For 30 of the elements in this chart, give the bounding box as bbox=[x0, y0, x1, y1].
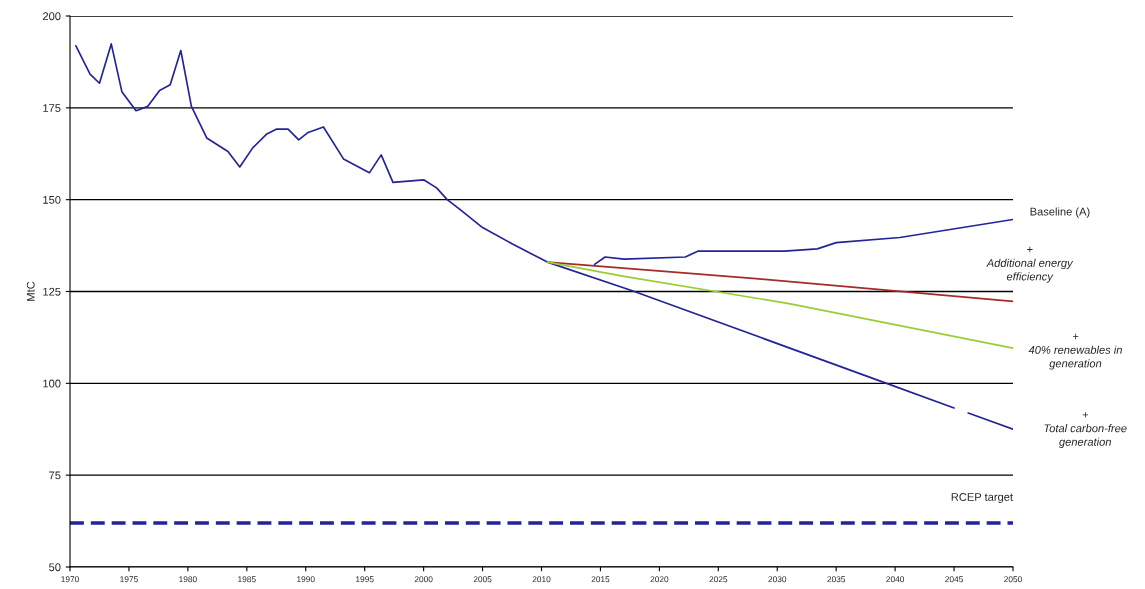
x-tick-label: 2030 bbox=[768, 576, 787, 583]
x-tick-label: 2010 bbox=[532, 576, 551, 583]
text: + Total carbon-free generation bbox=[1044, 412, 1127, 449]
y-tick-label: 200 bbox=[42, 12, 61, 21]
y-tick-label: 175 bbox=[43, 104, 61, 112]
x-tick-label: 2025 bbox=[709, 576, 728, 583]
y-tick-label: 150 bbox=[43, 195, 61, 204]
x-tick-label: 2045 bbox=[945, 576, 963, 583]
x-tick-label: 1995 bbox=[356, 576, 374, 583]
x-tick-label: 1990 bbox=[297, 576, 315, 583]
x-tick-label: 2020 bbox=[650, 576, 669, 583]
y-tick-label: 125 bbox=[43, 287, 61, 296]
series-label: + Additional energy efficiency bbox=[986, 246, 1074, 283]
x-tick-label: 2050 bbox=[1004, 576, 1022, 583]
series-label: Baseline (A) bbox=[1030, 207, 1090, 218]
ref-line-label: RCEP target bbox=[951, 493, 1013, 504]
x-tick-label: 2035 bbox=[827, 576, 846, 583]
y-tick-label: 75 bbox=[49, 471, 61, 480]
x-tick-label: 1970 bbox=[61, 576, 79, 583]
x-tick-label: 1975 bbox=[120, 576, 138, 583]
y-tick-label: 50 bbox=[49, 563, 61, 572]
x-tick-label: 2015 bbox=[591, 576, 610, 583]
x-tick-label: 1980 bbox=[179, 576, 197, 583]
x-tick-label: 1985 bbox=[238, 576, 256, 583]
x-tick-label: 2000 bbox=[414, 576, 433, 583]
y-tick-label: 100 bbox=[43, 379, 61, 388]
x-tick-label: 2040 bbox=[886, 576, 905, 583]
series-label: + 40% renewables in generation bbox=[1028, 333, 1122, 370]
x-tick-label: 2005 bbox=[473, 576, 492, 583]
y-axis-title: MtC bbox=[26, 281, 35, 301]
